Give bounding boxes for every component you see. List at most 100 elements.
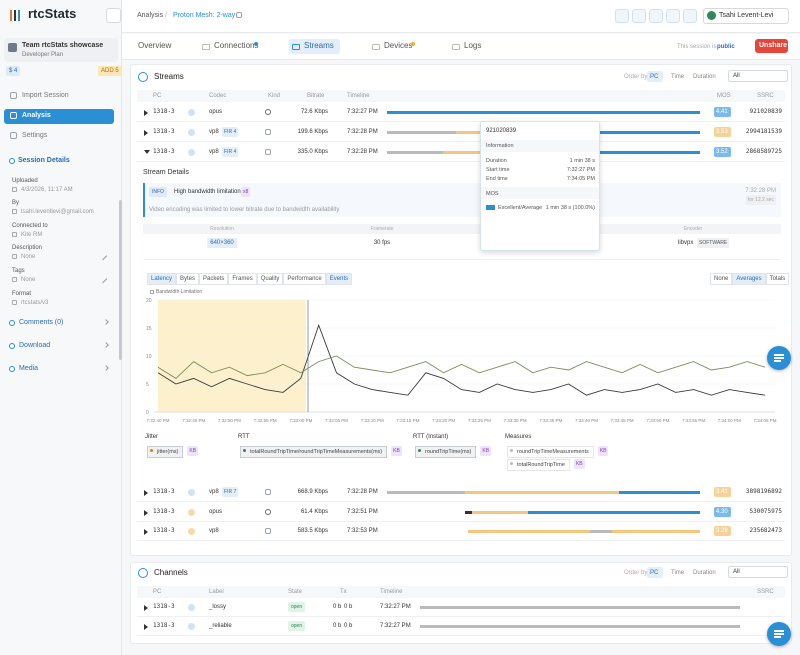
tab[interactable]: Streams [304,41,334,50]
chart-tab[interactable]: Packets [199,273,229,285]
team-card[interactable] [4,38,118,62]
breadcrumb[interactable]: Analysis [137,12,164,19]
nav-item[interactable]: Analysis [22,112,51,119]
column-header: Timeline [347,93,370,99]
filter-value[interactable]: All [733,73,740,79]
order-option[interactable]: Duration [693,570,716,576]
chart-tab[interactable]: Events [325,273,353,285]
chart-tab[interactable]: Latency [147,273,177,285]
toolbar-button[interactable] [615,9,629,23]
expand-arrow[interactable] [144,624,148,630]
metric-chip[interactable]: totalRoundTripTime/roundTripTimeMeasurem… [240,446,388,458]
order-option[interactable]: Duration [693,74,716,80]
expand-arrow[interactable] [144,490,148,496]
expand-arrow[interactable] [144,529,148,535]
menu-line [774,357,784,359]
tab[interactable]: Connections [214,41,259,50]
aggregation[interactable]: Totals [765,273,790,285]
mos-badge [714,107,731,117]
aggregation[interactable]: None [710,273,733,285]
unshare-label[interactable]: Unshare [759,42,788,49]
tab[interactable]: Overview [138,41,172,50]
pc-badge [188,623,195,630]
mos-badge [714,507,731,517]
pc-badge [188,109,195,116]
timeline-segment [574,151,700,154]
timeline-segment [590,530,613,533]
expand-arrow[interactable] [144,150,150,154]
metric-chip[interactable]: totalRoundTripTime [507,459,570,471]
order-option[interactable]: PC [650,570,659,576]
separator: / [165,12,167,19]
metric-group: Measures [505,434,532,440]
fir-badge: FIR 4 [222,127,239,137]
legend-marker [150,290,154,294]
nav-item[interactable]: Import Session [22,92,69,99]
bitrate: 72.6 Kbps [300,109,328,115]
expand-arrow[interactable] [144,605,148,611]
pc-id: 1318-3 [153,508,175,515]
section-link[interactable]: Media [19,365,39,372]
channel-label: _lossy [209,604,227,610]
order-option[interactable]: Time [671,570,685,576]
unshare-button[interactable] [755,39,788,53]
icon [12,232,17,237]
metric-dot [418,449,421,452]
tab[interactable]: Logs [464,41,482,50]
nav-item[interactable]: Settings [22,132,48,139]
unit-tag: KB [597,446,609,456]
collapse-button[interactable] [106,8,121,23]
metric-group: RTT (Instant) [413,434,449,440]
codec: vp8 [209,528,219,534]
order-option[interactable]: PC [650,74,659,80]
alert-title: High bandwidth limitation [174,189,241,195]
chart-tab[interactable]: Performance [283,273,326,285]
filter-value[interactable]: All [733,569,740,575]
icon [12,277,17,282]
row-divider [137,501,785,502]
metric-dot [243,449,246,452]
bitrate: 199.6 Kbps [297,129,328,135]
ssrc: 3898196892 [745,488,782,495]
order-option[interactable]: Time [671,74,685,80]
bitrate: 583.5 Kbps [297,528,328,534]
section-link[interactable]: Comments (0) [19,319,64,326]
section-link[interactable]: Download [19,342,51,349]
icon [12,209,17,214]
chart-tab[interactable]: Bytes [176,273,200,285]
filter-select[interactable] [728,70,788,82]
ssrc: 2994181539 [745,128,782,135]
unit-tag: KB [480,446,492,456]
toolbar-button[interactable] [649,9,663,23]
tab[interactable]: Devices [384,41,413,50]
expand-arrow[interactable] [144,110,148,116]
chart-tab[interactable]: Quality [256,273,284,285]
expand-arrow[interactable] [144,130,148,136]
filter-select[interactable] [728,566,788,578]
aggregation[interactable]: Averages [732,273,766,285]
tooltip-section-title: MOS [486,191,499,197]
x-tick-label: 7:33:30 PM [504,418,527,423]
add-badge[interactable]: ADD 5 [98,66,122,76]
row-divider [137,161,785,162]
channel-state: open [288,602,306,612]
toolbar-button[interactable] [683,9,697,23]
section-title[interactable]: Session Details [18,157,70,164]
start-time: 7:32:27 PM [380,623,411,629]
column-header: Label [209,589,224,595]
expand-arrow[interactable] [144,510,148,516]
toolbar-button[interactable] [632,9,646,23]
chart-tab[interactable]: Frames [228,273,257,285]
row-divider [137,141,785,142]
encoder: libvpx [678,240,694,246]
metric-chip[interactable]: roundTripTimeMeasurements [507,446,594,458]
detail-value: rtcstats/v3 [21,300,49,306]
table-header [137,90,785,102]
share-state: public [717,44,735,50]
toolbar-button[interactable] [666,9,680,23]
metric-chip[interactable]: roundTripTime(ms) [415,446,477,458]
x-tick-label: 7:33:20 PM [432,418,455,423]
metric-chip[interactable]: jitter(ms) [147,446,184,458]
user-menu[interactable] [703,8,789,24]
